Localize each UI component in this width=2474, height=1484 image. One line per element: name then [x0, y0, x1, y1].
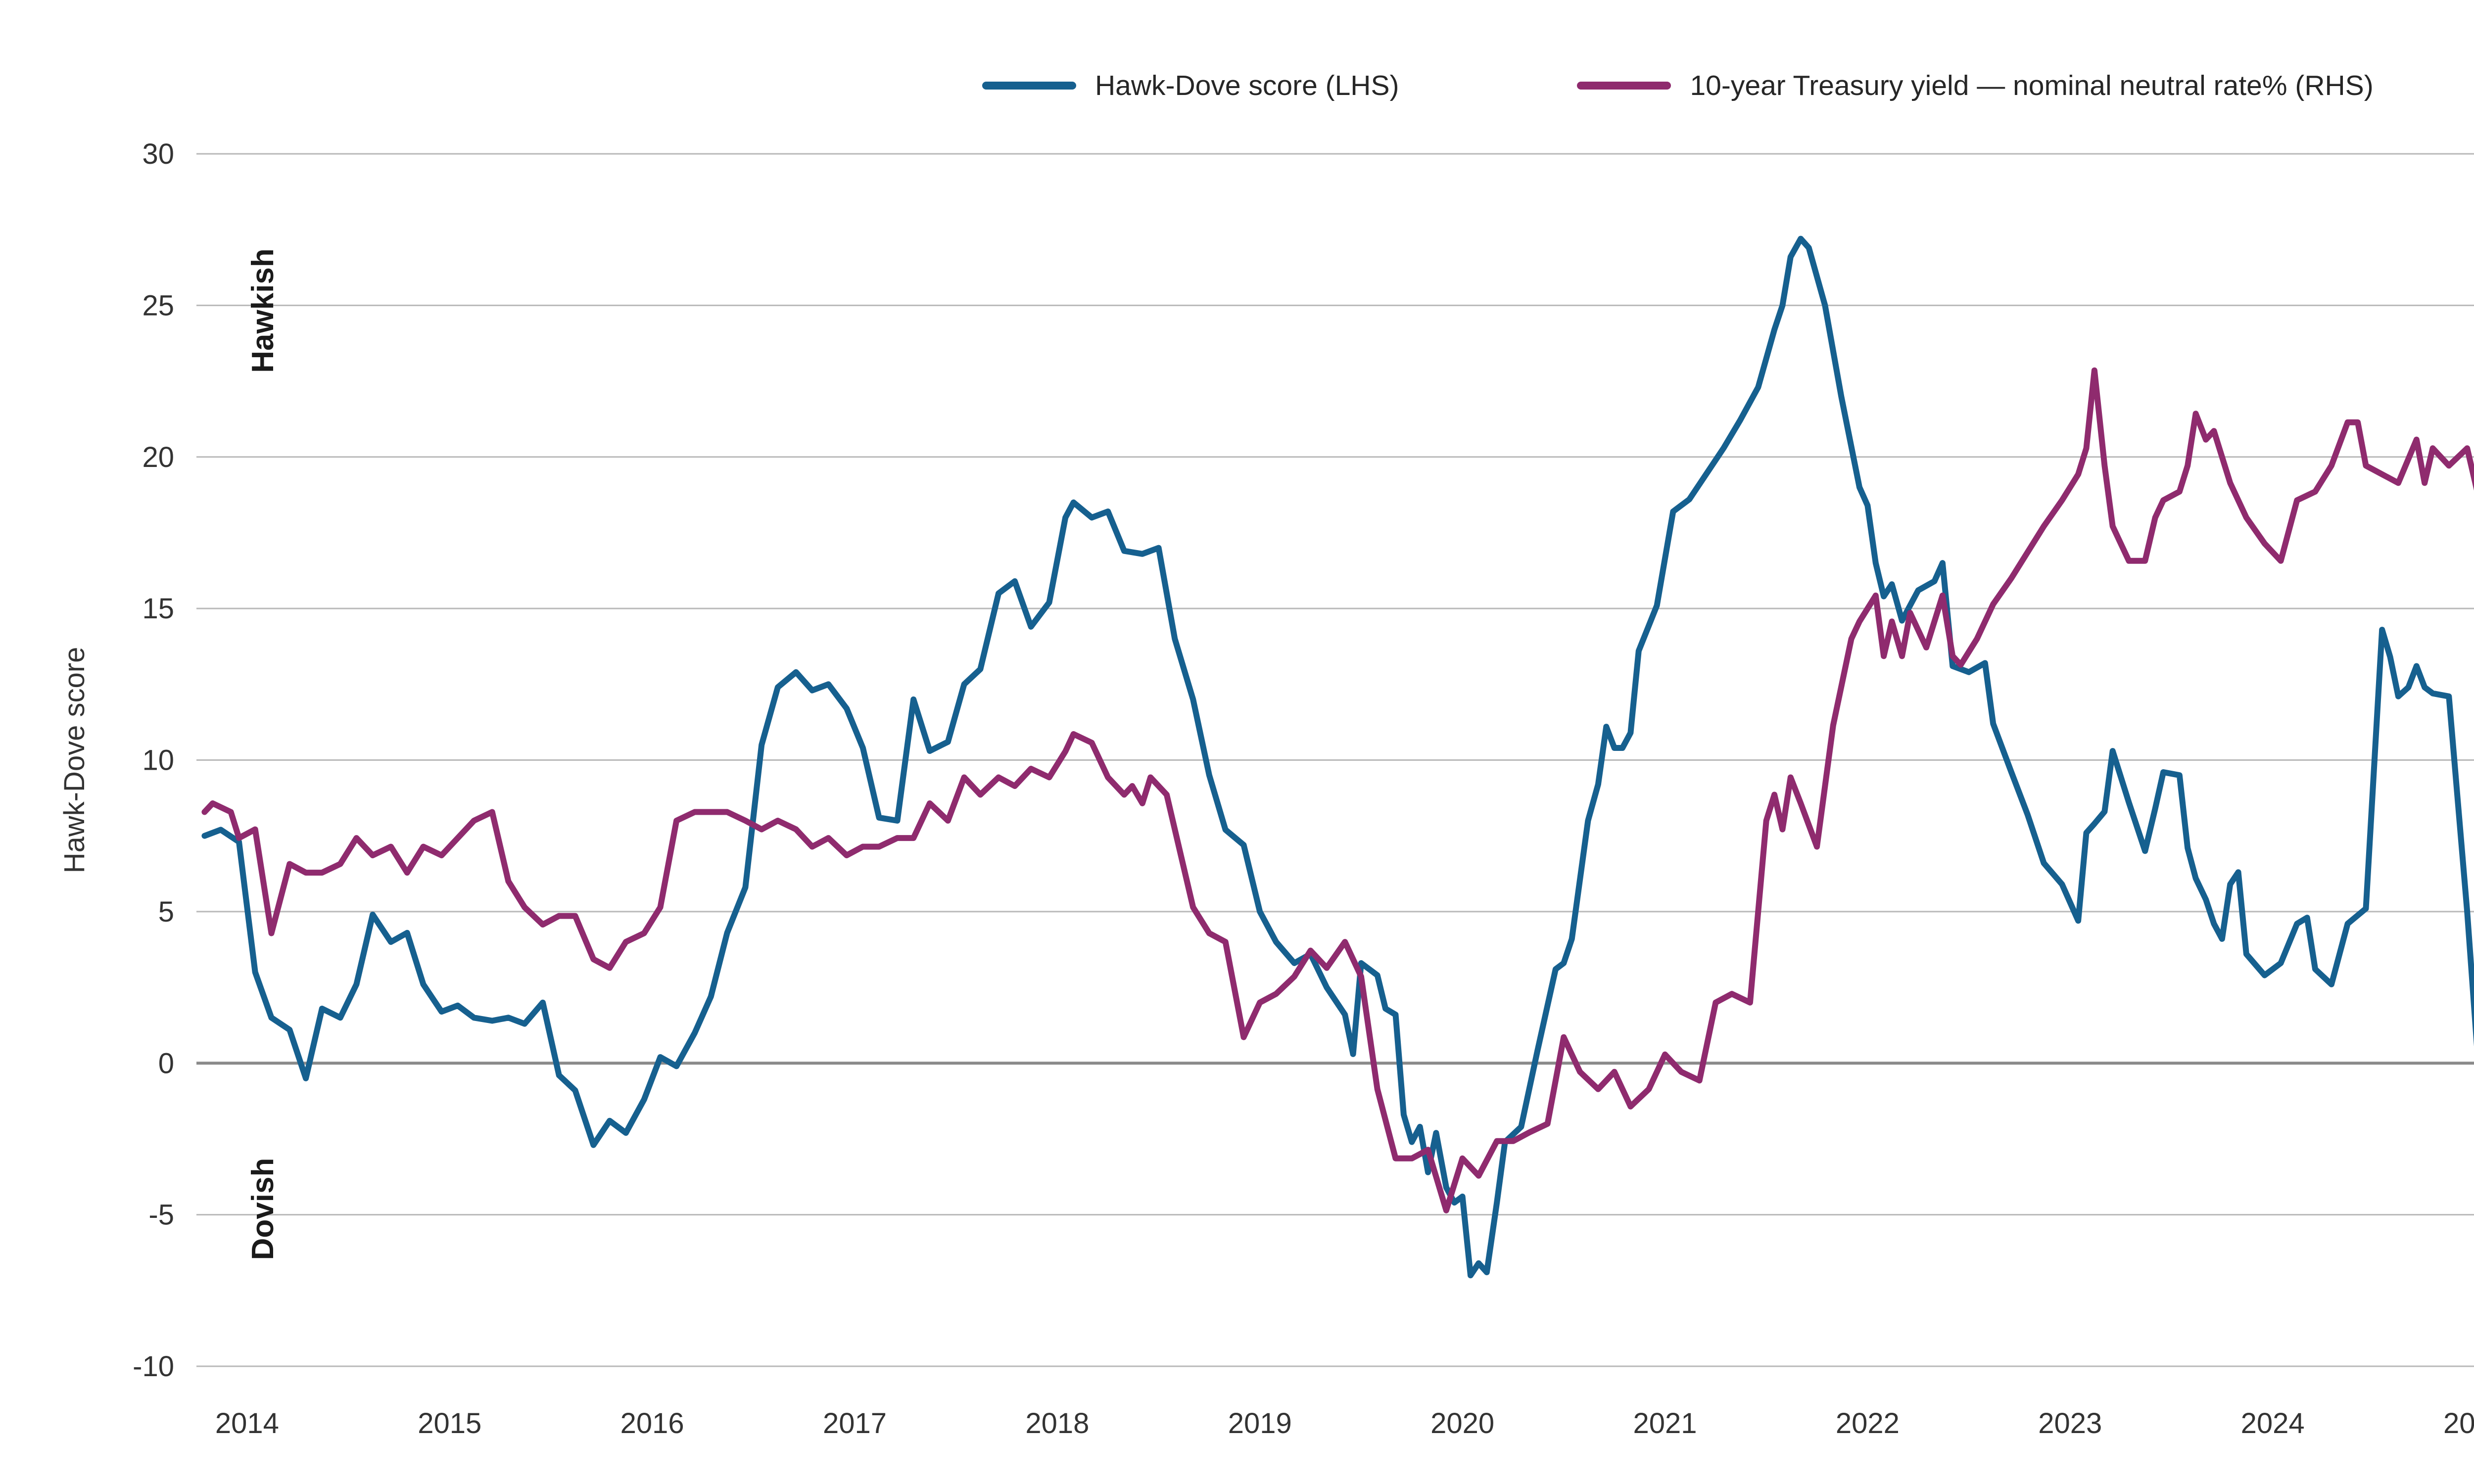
x-axis-tick-label: 2015	[418, 1407, 481, 1439]
legend-swatch-hawk-dove-score	[982, 82, 1076, 90]
legend-label-treasury-yield: 10-year Treasury yield — nominal neutral…	[1690, 70, 2374, 101]
left-axis-tick-label: 25	[142, 289, 174, 322]
legend-item-hawk-dove-score: Hawk-Dove score (LHS)	[982, 69, 1399, 102]
x-axis-tick-label: 2021	[1633, 1407, 1697, 1439]
x-axis-tick-label: 2025	[2443, 1407, 2474, 1439]
left-axis-title: Hawk-Dove score	[58, 647, 91, 874]
hawk-dove-score-line	[201, 235, 2474, 1279]
x-axis-tick-label: 2018	[1025, 1407, 1089, 1439]
left-axis-tick-label: 20	[142, 441, 174, 473]
left-axis-tick-label: 5	[158, 896, 174, 928]
left-axis-tick-label: -10	[133, 1350, 174, 1383]
treasury-yield-line	[201, 367, 2474, 1213]
left-axis-tick-label: -5	[148, 1199, 174, 1231]
left-axis-tick-label: 30	[142, 138, 174, 170]
left-axis-tick-label: 15	[142, 593, 174, 625]
legend: Hawk-Dove score (LHS) 10-year Treasury y…	[982, 69, 2374, 102]
x-axis-tick-label: 2017	[823, 1407, 887, 1439]
legend-swatch-treasury-yield	[1577, 82, 1671, 90]
x-axis-tick-label: 2024	[2241, 1407, 2305, 1439]
x-axis-tick-label: 2020	[1430, 1407, 1494, 1439]
x-axis-tick-label: 2019	[1228, 1407, 1292, 1439]
x-axis-tick-label: 2016	[620, 1407, 684, 1439]
hawkish-annotation: Hawkish	[246, 248, 280, 373]
left-axis-tick-label: 0	[158, 1047, 174, 1079]
x-axis-tick-label: 2023	[2038, 1407, 2102, 1439]
x-axis-tick-label: 2022	[1836, 1407, 1900, 1439]
left-axis-tick-label: 10	[142, 744, 174, 777]
legend-item-treasury-yield: 10-year Treasury yield — nominal neutral…	[1577, 69, 2374, 102]
dovish-annotation: Dovish	[246, 1158, 280, 1260]
legend-label-hawk-dove-score: Hawk-Dove score (LHS)	[1095, 70, 1399, 101]
x-axis-tick-label: 2014	[215, 1407, 279, 1439]
